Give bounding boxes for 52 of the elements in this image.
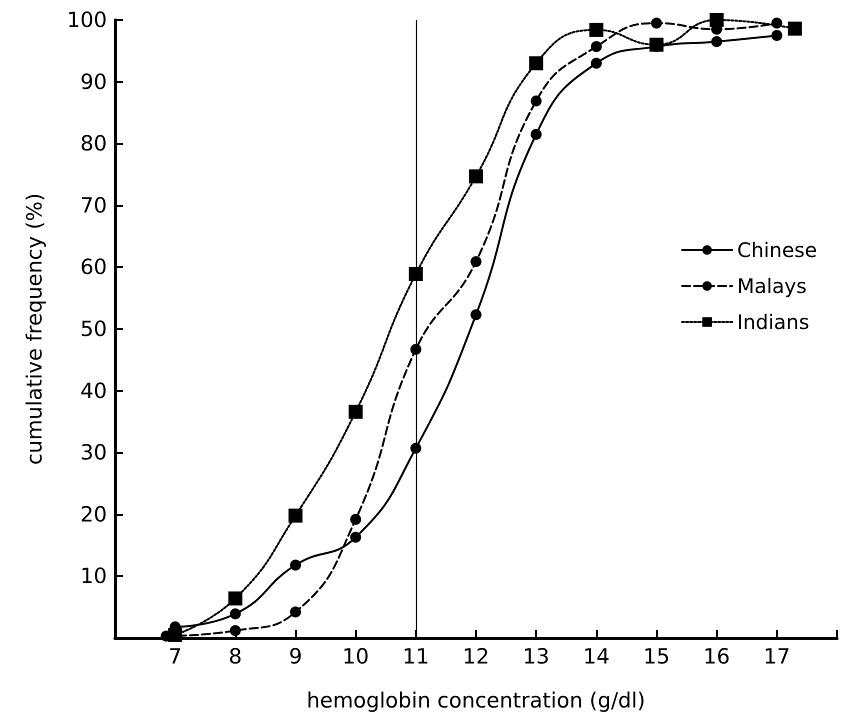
point bbox=[711, 36, 722, 48]
y-tick-label: 80 bbox=[80, 132, 107, 156]
point bbox=[470, 309, 482, 320]
x-tick-label: 9 bbox=[288, 644, 302, 668]
x-tick-label: 12 bbox=[462, 644, 490, 668]
x-tick-label: 8 bbox=[228, 644, 242, 668]
point bbox=[470, 256, 482, 268]
point bbox=[590, 58, 602, 69]
x-axis-title: hemoglobin concentration (g/dl) bbox=[306, 688, 646, 712]
point bbox=[348, 404, 363, 419]
point bbox=[529, 56, 544, 70]
x-tick-label: 11 bbox=[402, 644, 430, 668]
x-tick-label: 17 bbox=[763, 644, 790, 668]
y-tick-label: 90 bbox=[80, 70, 107, 94]
legend-label: Chinese bbox=[737, 238, 818, 262]
point bbox=[290, 606, 301, 618]
point bbox=[771, 18, 782, 29]
point bbox=[288, 508, 302, 523]
point bbox=[410, 344, 422, 355]
point bbox=[788, 22, 802, 36]
point bbox=[530, 95, 542, 106]
y-tick-label: 70 bbox=[80, 193, 107, 218]
point bbox=[771, 30, 782, 41]
point bbox=[228, 591, 242, 606]
point bbox=[350, 532, 362, 543]
legend-label: Malays bbox=[737, 274, 807, 298]
x-tick-label: 16 bbox=[703, 644, 730, 668]
point bbox=[589, 22, 604, 37]
point bbox=[290, 560, 301, 571]
point bbox=[230, 625, 241, 636]
y-tick-label: 20 bbox=[80, 502, 107, 526]
x-tick-label: 15 bbox=[643, 644, 670, 668]
point bbox=[350, 514, 362, 525]
y-axis-title: cumulative frequency (%) bbox=[22, 193, 46, 465]
x-tick-label: 13 bbox=[522, 644, 550, 668]
x-tick-label: 14 bbox=[582, 644, 610, 668]
point bbox=[410, 442, 422, 454]
y-tick-label: 30 bbox=[80, 440, 107, 465]
point bbox=[590, 41, 602, 52]
point bbox=[230, 608, 241, 620]
y-tick-label: 100 bbox=[66, 8, 107, 32]
y-tick-label: 50 bbox=[80, 317, 107, 341]
y-tick-label: 10 bbox=[80, 564, 107, 588]
y-tick-label: 60 bbox=[80, 255, 107, 280]
point bbox=[408, 267, 423, 281]
point bbox=[651, 18, 662, 29]
legend-label: Indians bbox=[737, 310, 810, 334]
x-tick-label: 7 bbox=[168, 644, 182, 668]
y-tick-label: 40 bbox=[80, 378, 107, 403]
point bbox=[530, 128, 542, 140]
x-tick-label: 10 bbox=[342, 644, 370, 668]
point bbox=[469, 169, 483, 184]
